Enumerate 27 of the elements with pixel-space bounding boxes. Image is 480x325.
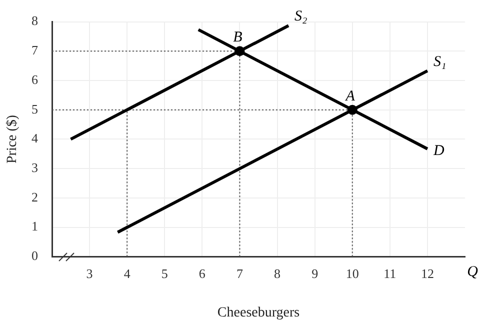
x-axis-title: Cheeseburgers [217, 305, 300, 320]
y-tick-label: 6 [32, 72, 38, 87]
y-tick-label: 0 [32, 248, 38, 264]
text: Q [467, 264, 478, 280]
series-label: S₂ [294, 8, 308, 25]
x-tick-label: 7 [236, 266, 244, 281]
y-tick-label: 3 [32, 160, 38, 175]
x-tick-label: 12 [420, 266, 434, 281]
y-axis-title: Price ($) [5, 114, 20, 164]
x-tick-label: 8 [274, 266, 281, 281]
y-tick-label: 2 [32, 189, 38, 204]
x-tick-label: 6 [198, 266, 206, 281]
series-label: S₁ [433, 54, 446, 70]
x-tick-label: 3 [86, 266, 93, 281]
x-tick-label: 9 [312, 266, 318, 281]
series-label: D [432, 142, 444, 159]
x-tick-label: 5 [161, 266, 168, 281]
x-tick-label: 4 [124, 266, 131, 281]
y-tick-label: 1 [32, 218, 38, 234]
y-tick-label: 5 [32, 101, 38, 116]
y-tick-label: 8 [32, 13, 38, 28]
annotation: B [233, 30, 242, 46]
y-tick-label: 7 [32, 42, 38, 58]
annotation: A [344, 88, 356, 104]
y-tick-label: 4 [32, 130, 38, 146]
x-tick-label: 10 [346, 266, 359, 281]
x-tick-label: 11 [384, 266, 396, 281]
